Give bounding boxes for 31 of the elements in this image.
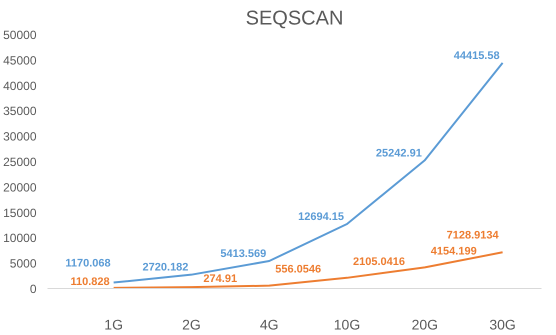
x-tick-label: 30G [489,316,516,332]
y-tick-label: 25000 [3,155,37,169]
data-label: 7128.9134 [446,229,500,242]
x-tick-label: 1G [104,316,123,332]
y-tick-label: 30000 [3,130,37,144]
y-tick-label: 0 [30,282,37,296]
data-label: 5413.569 [220,248,266,260]
y-tick-label: 20000 [3,180,37,194]
data-label: 44415.58 [454,50,500,62]
data-label: 25242.91 [376,147,422,160]
y-tick-label: 45000 [3,53,37,68]
x-tick-label: 2G [182,316,201,332]
data-label: 2105.0416 [353,256,406,268]
x-tick-label: 20G [412,316,438,332]
y-tick-label: 15000 [3,206,37,220]
data-label: 110.828 [70,276,110,288]
y-tick-label: 50000 [3,28,37,42]
data-label: 4154.199 [430,245,477,258]
data-label: 1170.068 [65,258,111,270]
y-tick-label: 5000 [10,256,37,271]
y-tick-label: 10000 [3,231,37,246]
chart-title: SEQSCAN [246,8,344,30]
data-label: 12694.15 [298,211,344,224]
data-label: 274.91 [203,273,238,286]
y-tick-label: 40000 [3,78,37,93]
y-tick-label: 35000 [3,104,37,118]
x-tick-label: 10G [334,316,360,332]
data-label: 556.0546 [275,264,322,276]
x-tick-label: 4G [260,316,279,332]
data-label: 2720.182 [142,262,188,274]
line-series [112,62,504,284]
